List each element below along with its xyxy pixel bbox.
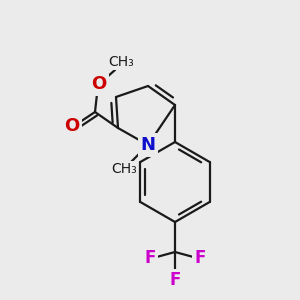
Text: F: F	[194, 249, 206, 267]
Text: O: O	[92, 75, 106, 93]
Text: F: F	[144, 249, 156, 267]
Text: F: F	[169, 271, 181, 289]
Text: CH₃: CH₃	[108, 55, 134, 69]
Text: O: O	[64, 117, 80, 135]
Text: CH₃: CH₃	[111, 162, 137, 176]
Text: N: N	[140, 136, 155, 154]
